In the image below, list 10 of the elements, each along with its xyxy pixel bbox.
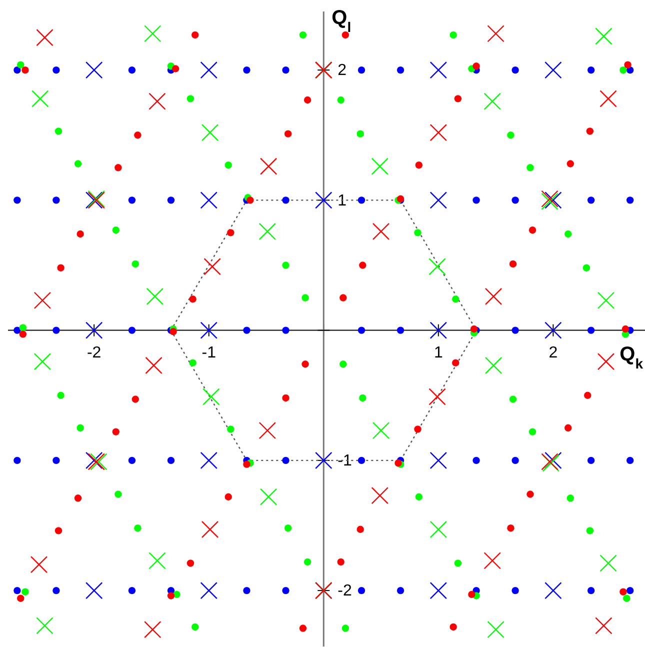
x-tick-label: 1: [434, 344, 443, 362]
x-tick-label: -1: [202, 344, 216, 362]
y-tick-label: -2: [338, 582, 352, 600]
x-axis-title: Q$_{k}$: [620, 343, 644, 372]
y-tick-label: -1: [338, 452, 352, 470]
y-axis-title: Q$_{l}$: [332, 7, 352, 35]
y-tick-label: 1: [338, 192, 347, 210]
x-tick-label: 2: [548, 344, 558, 362]
y-tick-label: 2: [338, 62, 347, 80]
x-tick-label: -2: [86, 344, 102, 362]
